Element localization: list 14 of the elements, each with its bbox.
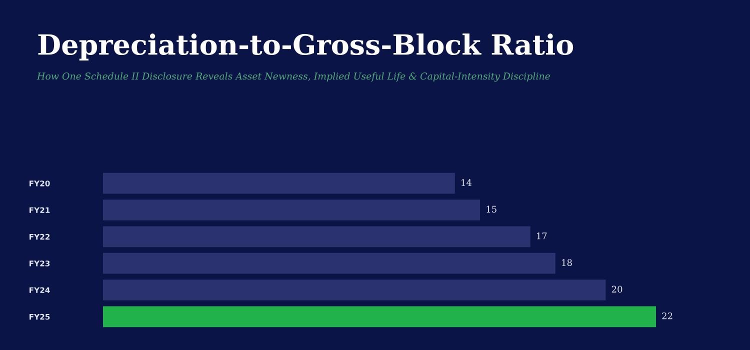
bar <box>103 306 656 328</box>
bar <box>103 200 480 220</box>
data-label: 18 <box>562 259 572 266</box>
bar <box>103 280 606 300</box>
data-label: 20 <box>612 286 622 293</box>
data-label: 15 <box>486 206 496 213</box>
data-label: 14 <box>462 179 472 186</box>
bar <box>103 172 455 194</box>
chart-title: Depreciation-to-Gross-Block Ratio <box>38 34 574 60</box>
bar <box>103 252 556 274</box>
chart-subtitle: How One Schedule II Disclosure Reveals Asset Newness, Implied Useful Life & Capital-Intensity Discipline <box>36 72 550 82</box>
data-label: 22 <box>662 312 672 320</box>
data-label: 17 <box>536 232 547 240</box>
bar <box>103 226 530 248</box>
